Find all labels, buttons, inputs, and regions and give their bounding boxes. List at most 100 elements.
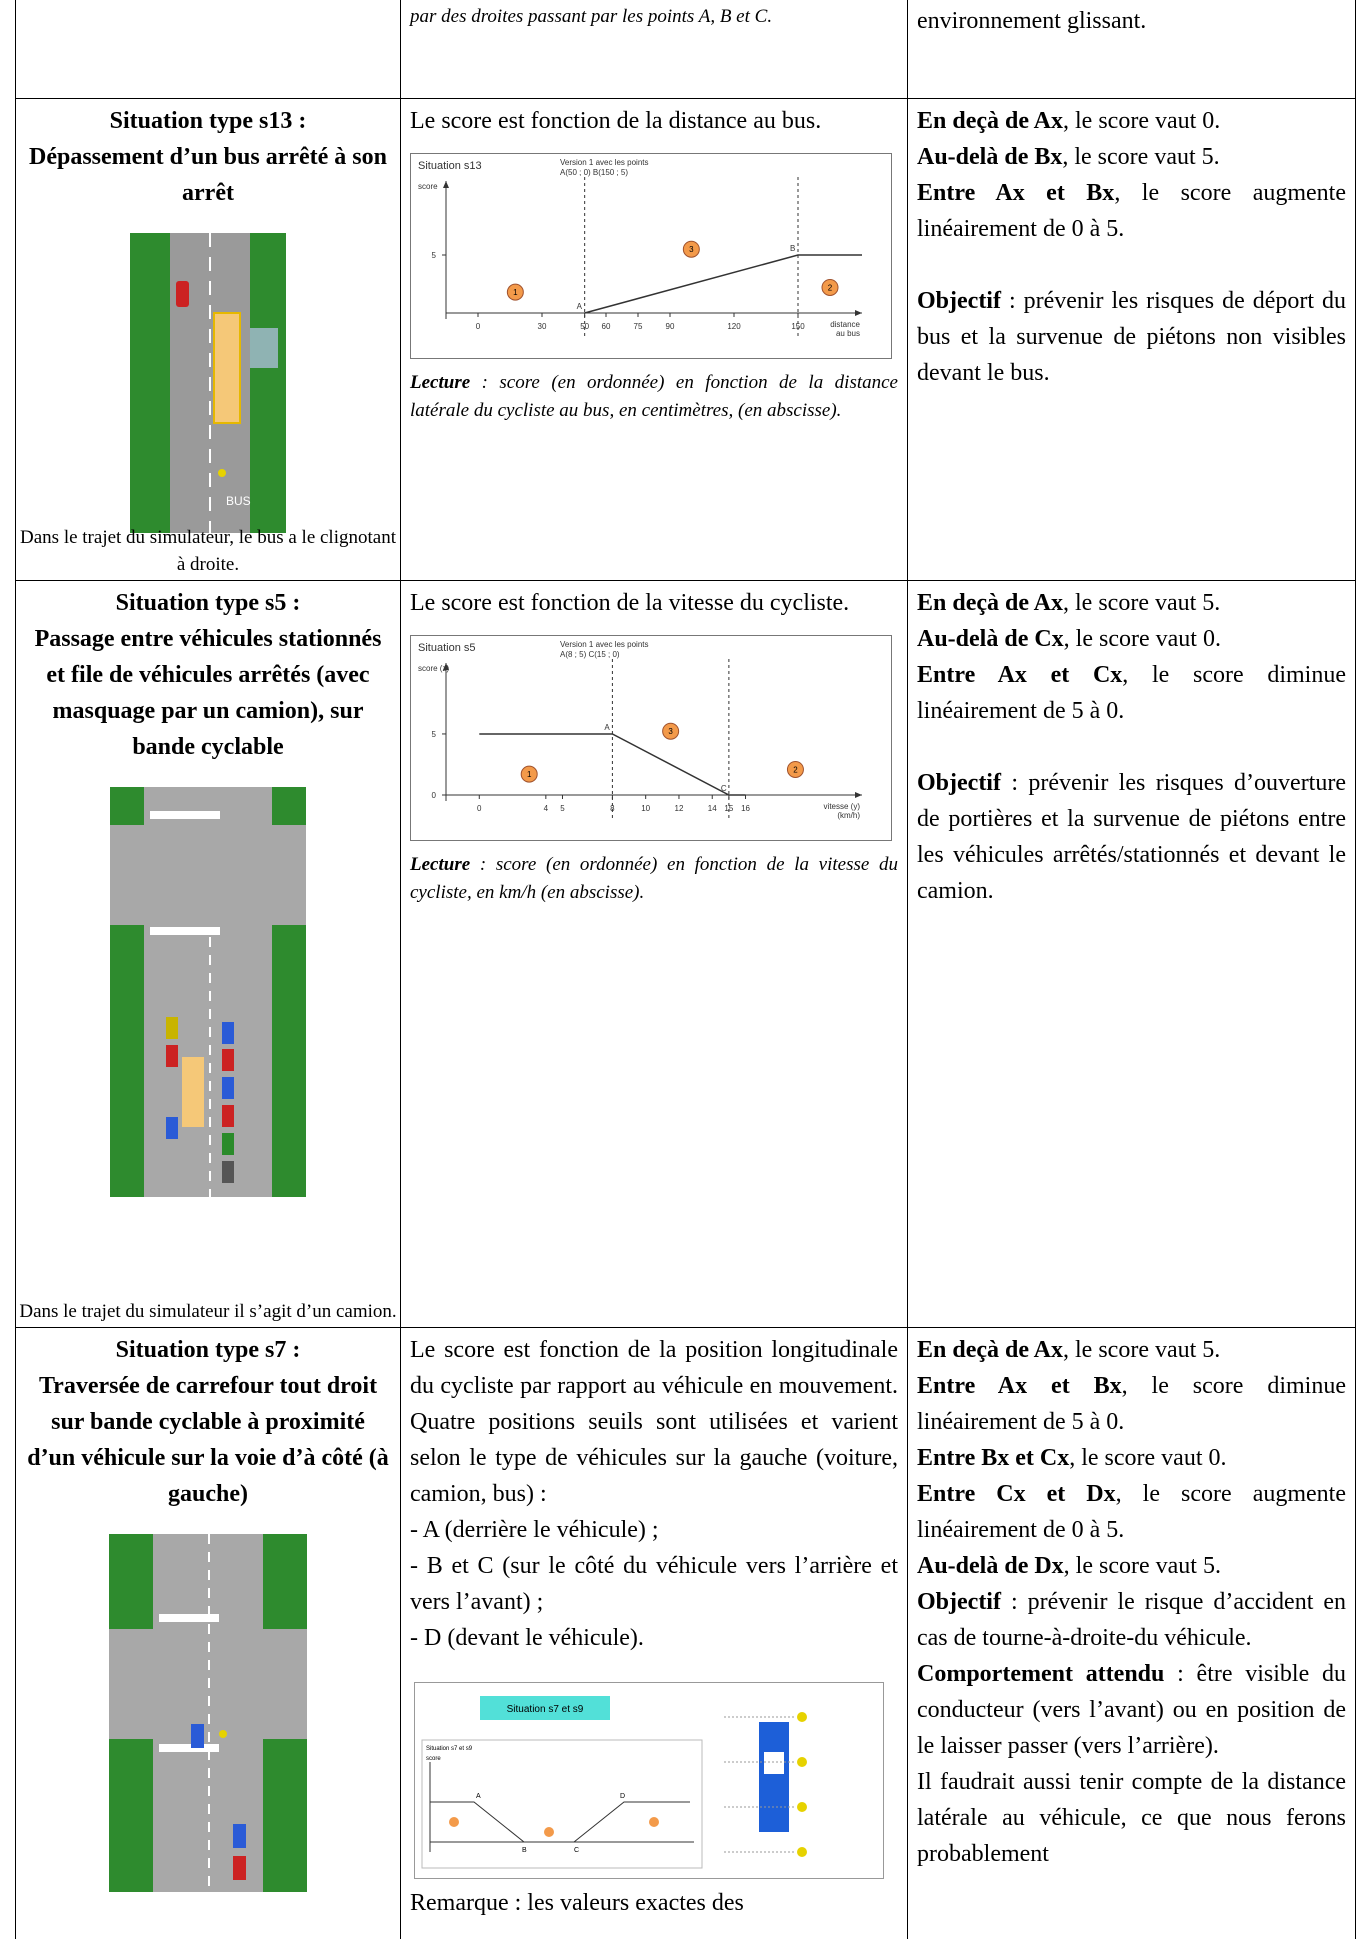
x-tick-label: 0 [476, 322, 481, 331]
cell: environnement glissant. [907, 0, 1356, 99]
road-illustration [110, 787, 306, 1197]
situation-title: Passage entre véhicules stationnés et fi… [34, 626, 382, 760]
chart-version: A(50 ; 0) B(150 ; 5) [560, 168, 628, 177]
rule-lead: Objectif [917, 288, 1001, 314]
rule-text: , le score vaut 5. [1062, 144, 1220, 170]
rule-lead: Entre Ax et Bx [917, 1373, 1122, 1399]
reading: : score (en ordonnée) en fonction de la … [410, 854, 898, 903]
zone-marker [662, 722, 680, 740]
rule: En deçà de Ax, le score vaut 5. [917, 585, 1346, 621]
rule-text: , le score augmente linéairement de 0 à … [917, 1481, 1347, 1543]
chart-title: Situation s5 [418, 642, 475, 654]
rule-lead: Objectif [917, 1589, 1001, 1615]
zone-label: 3 [668, 727, 673, 736]
y-arrow [443, 181, 449, 188]
rule: En deçà de Ax, le score vaut 0. [917, 103, 1346, 139]
caption: Dans le trajet du simulateur, le bus a l… [20, 527, 396, 575]
rule-lead: Entre Ax et Bx [917, 180, 1115, 206]
zone-marker [506, 283, 524, 301]
rule: Objectif : prévenir les risques de dépor… [917, 283, 1346, 391]
rule-lead: En deçà de Ax [917, 590, 1064, 616]
x-tick-label: 30 [538, 322, 547, 331]
x-arrow [855, 792, 862, 798]
rule-lead: Entre Ax et Cx [917, 662, 1123, 688]
rule: En deçà de Ax, le score vaut 5. [917, 1332, 1346, 1368]
x-tick-label: 4 [544, 804, 549, 813]
score-line [479, 733, 746, 796]
rule: Entre Cx et Dx, le score augmente linéai… [917, 1476, 1346, 1548]
zone-label: 1 [513, 288, 518, 297]
chart-version: Version 1 avec les points [560, 158, 649, 167]
note: Il faudrait aussi tenir compte de la dis… [917, 1769, 1346, 1867]
rule-lead: Au-delà de Cx [917, 626, 1064, 652]
y-axis-label: score [418, 182, 438, 191]
diagram-ylabel: score [426, 1756, 441, 1762]
diagram-label: D [620, 1793, 625, 1800]
x-tick-label: 150 [791, 322, 805, 331]
remark: Remarque : les valeurs exactes des [410, 1890, 744, 1916]
rule: Comportement attendu : être visible du c… [917, 1656, 1346, 1764]
rule: Objectif : prévenir le risque d’accident… [917, 1584, 1346, 1656]
rule: Au-delà de Bx, le score vaut 5. [917, 139, 1346, 175]
cell: En deçà de Ax, le score vaut 5. Entre Ax … [907, 1327, 1356, 1939]
text: par des droites passant par les points A… [410, 6, 773, 27]
point-label: A [604, 723, 610, 732]
rule-text: : prévenir les risques d’ouverture de po… [917, 770, 1346, 904]
chart-title: Situation s13 [418, 160, 482, 172]
rule: Au-delà de Dx, le score vaut 5. [917, 1548, 1346, 1584]
image-label: BUS [226, 494, 251, 508]
list-item: - B et C (sur le côté du véhicule vers l… [410, 1553, 898, 1615]
x-tick-label: 15 [724, 804, 733, 813]
description: Le score est fonction de la distance au … [410, 108, 822, 134]
rule-lead: Au-delà de Dx [917, 1553, 1064, 1579]
y-arrow [443, 663, 449, 670]
rule: Au-delà de Cx, le score vaut 0. [917, 621, 1346, 657]
description: Le score est fonction de la vitesse du c… [410, 590, 850, 616]
cell [15, 0, 401, 99]
chart-frame [410, 635, 892, 841]
cell: Le score est fonction de la vitesse du c… [400, 580, 908, 1328]
score-line [584, 254, 862, 314]
diagram-label: C [574, 1847, 579, 1854]
x-tick-label: 16 [741, 804, 750, 813]
text: environnement glissant. [917, 8, 1147, 34]
chart-version: Version 1 avec les points [560, 640, 649, 649]
situation: Situation type s7 : [115, 1337, 301, 1363]
x-tick-label: 0 [477, 804, 482, 813]
cell: Situation type s13 : Dépassement d’un bu… [15, 98, 401, 581]
point-label: C [721, 784, 727, 793]
score-diagram: Situation s7 et s9 Situation s7 et s9 sc… [414, 1682, 884, 1879]
situation: Situation type s5 : [115, 590, 301, 616]
cell: par des droites passant par les points A… [400, 0, 908, 99]
rule-lead: En deçà de Ax [917, 108, 1064, 134]
road-illustration [109, 1534, 307, 1892]
zone-label: 1 [527, 770, 532, 779]
diagram-subtitle: Situation s7 et s9 [426, 1746, 473, 1752]
zone-label: 2 [793, 765, 798, 774]
rule-text: , le score diminue linéairement de 5 à 0… [917, 662, 1346, 724]
x-tick-label: 10 [641, 804, 650, 813]
rule-lead: Au-delà de Bx [917, 144, 1063, 170]
rule: Entre Ax et Bx, le score diminue linéair… [917, 1368, 1346, 1440]
rule-text: , le score vaut 0. [1063, 108, 1221, 134]
road-illustration: BUS [130, 233, 286, 533]
list-item: - A (derrière le véhicule) ; [410, 1517, 659, 1543]
rule-text: : prévenir les risques de déport du bus … [917, 288, 1346, 386]
rule-text: , le score vaut 0. [1063, 626, 1221, 652]
y-tick-label: 0 [432, 791, 437, 800]
rule-lead: Entre Bx et Cx [917, 1445, 1070, 1471]
rule-text: , le score vaut 5. [1063, 1553, 1221, 1579]
rule-text: : être visible du conducteur (vers l’ava… [917, 1661, 1346, 1759]
diagram-label: A [476, 1793, 481, 1800]
cell: Situation type s5 : Passage entre véhicu… [15, 580, 401, 1328]
caption: Dans le trajet du simulateur il s’agit d… [19, 1301, 397, 1322]
diagram-label: B [522, 1847, 527, 1854]
x-axis-label: vitesse (y) [824, 802, 861, 811]
diagram-title: Situation s7 et s9 [507, 1704, 584, 1715]
x-axis-label: (km/h) [837, 811, 860, 820]
rule-text: , le score vaut 0. [1069, 1445, 1227, 1471]
rule-lead: Objectif [917, 770, 1001, 796]
x-tick-label: 8 [610, 804, 615, 813]
x-axis-label: au bus [836, 329, 860, 338]
